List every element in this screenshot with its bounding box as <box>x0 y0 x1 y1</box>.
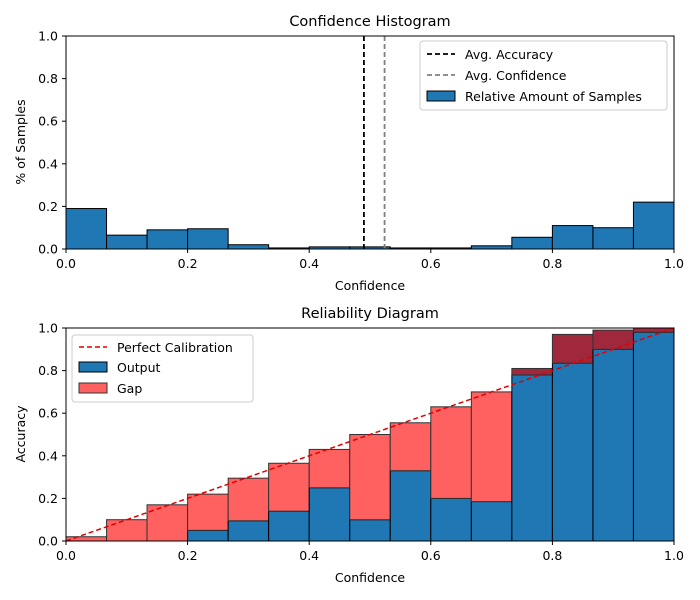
reliability-y-label: Accuracy <box>13 405 28 463</box>
histogram-bar <box>106 234 148 250</box>
output-bar <box>389 470 432 542</box>
output-bar <box>227 520 270 542</box>
reliability-frame <box>65 327 675 542</box>
gap-bar <box>106 519 148 542</box>
gap-bar <box>349 434 391 521</box>
histogram-bar <box>227 244 270 250</box>
histogram-y-tick-label: 0.4 <box>38 156 58 171</box>
histogram-legend: Avg. Accuracy Avg. Confidence Relative A… <box>419 40 668 111</box>
reliability-x-ticks: 0.0 0.2 0.4 0.6 0.8 1.0 <box>56 541 684 563</box>
reliability-x-label: Confidence <box>335 570 406 585</box>
histogram-y-tick-label: 0.2 <box>38 199 58 214</box>
gap-bar <box>187 493 229 531</box>
gap-bar <box>308 448 351 489</box>
output-bar <box>349 519 391 542</box>
reliability-bars <box>65 327 675 542</box>
samples-legend-label: Relative Amount of Samples <box>465 89 642 104</box>
gap-bar <box>592 329 634 350</box>
histogram-bar <box>592 227 634 250</box>
histogram-title: Confidence Histogram <box>289 14 450 30</box>
samples-legend-swatch <box>426 90 456 102</box>
reliability-legend: Perfect Calibration Output Gap <box>71 334 254 403</box>
histogram-bar <box>65 208 108 250</box>
gap-bar <box>632 327 675 333</box>
reliability-y-tick-label: 0.4 <box>38 448 58 463</box>
reliability-title: Reliability Diagram <box>301 306 439 322</box>
gap-bar <box>470 391 513 503</box>
output-bar <box>268 510 310 542</box>
reliability-x-tick-label: 0.8 <box>542 548 562 563</box>
gap-legend-swatch <box>78 382 108 394</box>
reliability-x-tick-label: 0.2 <box>178 548 198 563</box>
reliability-y-ticks: 0.0 0.2 0.4 0.6 0.8 1.0 <box>38 321 66 549</box>
reliability-y-tick-label: 0.0 <box>38 534 58 549</box>
output-bar <box>551 362 594 542</box>
output-bar <box>511 374 553 542</box>
output-bar <box>592 348 634 542</box>
gap-legend-label: Gap <box>117 381 142 396</box>
reliability-diagram: Reliability Diagram 0.0 0.2 0.4 0.6 0.8 1.0 0… <box>13 306 684 585</box>
output-bar <box>430 497 472 542</box>
gap-bar <box>227 477 270 522</box>
histogram-bar <box>146 229 189 250</box>
reliability-x-tick-label: 0.0 <box>56 548 76 563</box>
reliability-y-tick-label: 0.2 <box>38 491 58 506</box>
histogram-x-tick-label: 0.0 <box>56 256 76 271</box>
histogram-x-label: Confidence <box>335 278 406 293</box>
avg-accuracy-legend-label: Avg. Accuracy <box>465 47 554 62</box>
gap-bar <box>268 462 310 512</box>
output-legend-swatch <box>78 361 108 373</box>
gap-bar <box>511 367 553 376</box>
output-bar <box>187 529 229 542</box>
reliability-x-tick-label: 0.6 <box>421 548 441 563</box>
histogram-x-tick-label: 0.4 <box>299 256 319 271</box>
histogram-y-tick-label: 0.6 <box>38 114 58 129</box>
reliability-y-tick-label: 1.0 <box>38 321 58 336</box>
histogram-y-ticks: 0.0 0.2 0.4 0.6 0.8 1.0 <box>38 29 66 257</box>
histogram-x-tick-label: 0.2 <box>178 256 198 271</box>
output-bar <box>632 331 675 542</box>
reliability-legend-box <box>71 334 254 403</box>
histogram-x-tick-label: 1.0 <box>664 256 684 271</box>
histogram-y-tick-label: 1.0 <box>38 29 58 44</box>
histogram-y-tick-label: 0.0 <box>38 242 58 257</box>
avg-confidence-legend-label: Avg. Confidence <box>465 68 567 83</box>
output-legend-label: Output <box>117 360 161 375</box>
histogram-y-tick-label: 0.8 <box>38 71 58 86</box>
gap-bar <box>551 333 594 364</box>
gap-bar <box>430 406 472 499</box>
histogram-bar <box>551 225 594 250</box>
output-bar <box>308 487 351 542</box>
gap-bar <box>65 536 108 542</box>
perfect-calibration-legend-label: Perfect Calibration <box>117 340 233 355</box>
output-bar <box>470 501 513 542</box>
histogram-frame <box>65 35 675 250</box>
confidence-histogram: Confidence Histogram 0.0 0.2 0.4 0.6 0.8 1.0 … <box>13 14 684 293</box>
histogram-legend-box <box>419 40 668 111</box>
histogram-x-tick-label: 0.8 <box>542 256 562 271</box>
perfect-calibration-line <box>65 327 675 542</box>
histogram-bar <box>187 228 229 250</box>
histogram-bar <box>632 201 675 250</box>
reliability-x-tick-label: 1.0 <box>664 548 684 563</box>
reliability-x-tick-label: 0.4 <box>299 548 319 563</box>
gap-bar <box>389 422 432 472</box>
histogram-average-lines <box>363 36 386 249</box>
reliability-y-tick-label: 0.6 <box>38 406 58 421</box>
reliability-y-tick-label: 0.8 <box>38 363 58 378</box>
histogram-x-ticks: 0.0 0.2 0.4 0.6 0.8 1.0 <box>56 249 684 271</box>
histogram-bar <box>511 236 553 250</box>
histogram-x-tick-label: 0.6 <box>421 256 441 271</box>
histogram-y-label: % of Samples <box>13 99 28 184</box>
